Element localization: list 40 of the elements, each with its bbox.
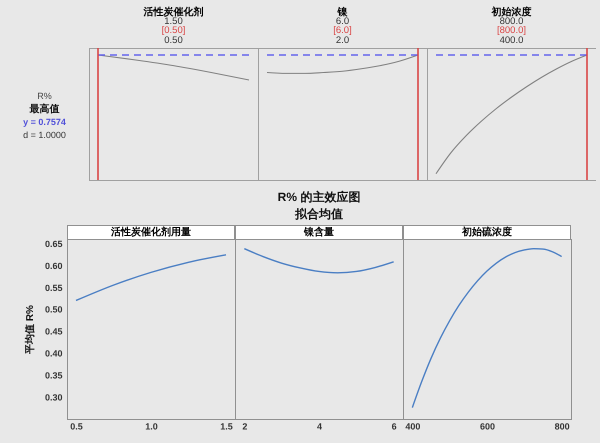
text: d = 1.0000 bbox=[22, 129, 67, 142]
text: R% bbox=[36, 90, 53, 103]
text: 最高值 bbox=[28, 103, 60, 116]
text: 0.50 bbox=[164, 35, 183, 46]
text: 400.0 bbox=[500, 35, 524, 46]
chart-title: 活性炭催化剂用量 bbox=[110, 226, 191, 238]
text: [6.0] bbox=[333, 25, 352, 36]
x-tick-label: 800 bbox=[554, 422, 570, 432]
x-tick-label: 1.5 bbox=[220, 422, 233, 432]
chart-title: 镍含量 bbox=[303, 226, 334, 238]
chart-title: 初始浓度 bbox=[490, 6, 532, 18]
y-tick-label: 0.45 bbox=[44, 326, 62, 337]
y-axis-title: 平均值 R% bbox=[24, 304, 36, 355]
text: [0.50] bbox=[162, 25, 186, 36]
y-tick-label: 0.55 bbox=[44, 282, 62, 293]
text: 800.0 bbox=[500, 16, 524, 27]
chart-title: 初始硫浓度 bbox=[461, 226, 512, 238]
x-tick-label: 400 bbox=[405, 422, 420, 432]
y-tick-label: 0.35 bbox=[44, 370, 62, 381]
y-tick-label: 0.40 bbox=[44, 348, 62, 359]
text: R% 的主效应图 bbox=[276, 189, 362, 206]
y-tick-label: 0.50 bbox=[44, 304, 62, 315]
text: 2.0 bbox=[336, 35, 350, 46]
x-tick-label: 1.0 bbox=[145, 422, 158, 432]
chart-title: 镍 bbox=[336, 6, 348, 18]
y-tick-label: 0.30 bbox=[44, 392, 62, 403]
y-tick-label: 0.60 bbox=[44, 260, 62, 271]
text: 1.50 bbox=[164, 16, 183, 27]
y-tick-label: 0.65 bbox=[44, 238, 62, 249]
x-tick-label: 2 bbox=[242, 422, 248, 432]
x-tick-label: 4 bbox=[316, 422, 322, 432]
line-series bbox=[75, 254, 227, 302]
x-tick-label: 600 bbox=[480, 422, 496, 432]
text: y = 0.7574 bbox=[22, 116, 67, 129]
text: 拟合均值 bbox=[294, 206, 344, 223]
chart-title: 活性炭催化剂 bbox=[142, 6, 204, 18]
x-tick-label: 0.5 bbox=[70, 422, 83, 432]
text: 6.0 bbox=[336, 16, 350, 27]
text: [800.0] bbox=[496, 25, 526, 36]
x-tick-label: 6 bbox=[392, 422, 397, 432]
